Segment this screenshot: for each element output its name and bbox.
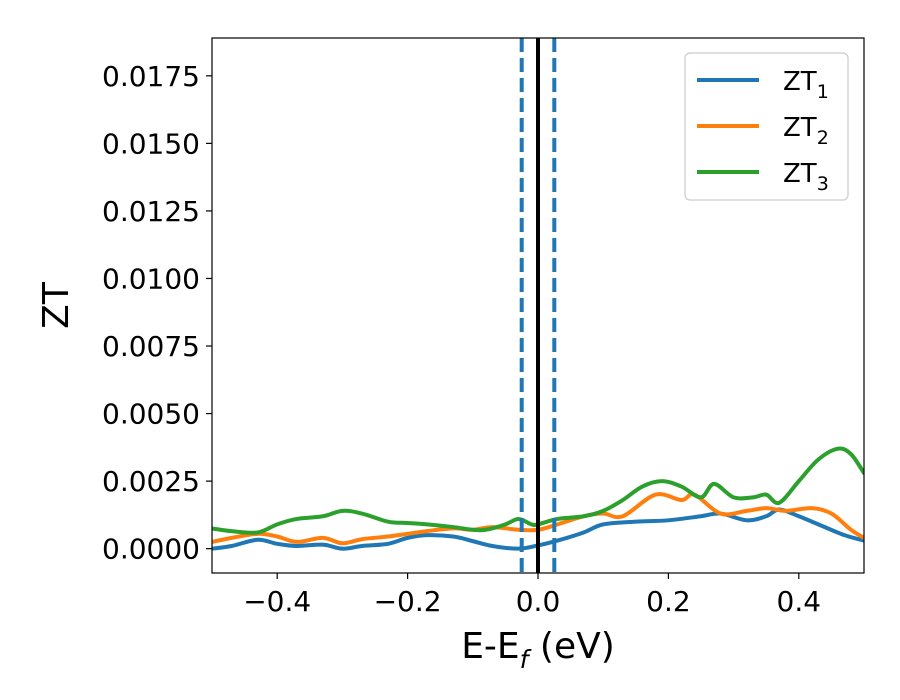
- x-tick-label: 0.4: [777, 585, 822, 618]
- y-tick-label: 0.0000: [102, 533, 200, 566]
- x-tick-label: −0.2: [374, 585, 442, 618]
- x-axis-title: E-Ef (eV): [461, 626, 615, 674]
- x-tick-label: 0.2: [646, 585, 691, 618]
- series-line-zt1: [212, 507, 864, 551]
- y-tick-label: 0.0025: [102, 465, 200, 498]
- legend-label: ZT3: [783, 159, 829, 195]
- legend-box: [684, 52, 849, 201]
- legend-label: ZT1: [783, 67, 829, 103]
- y-axis-title: ZT: [36, 281, 77, 329]
- y-tick-label: 0.0100: [102, 262, 200, 295]
- x-tick-label: 0.0: [516, 585, 561, 618]
- x-tick-label: −0.4: [243, 585, 311, 618]
- y-tick-label: 0.0050: [102, 398, 200, 431]
- y-tick-label: 0.0075: [102, 330, 200, 363]
- series-line-zt3: [212, 446, 864, 535]
- legend-label: ZT2: [783, 113, 829, 149]
- y-tick-label: 0.0125: [102, 195, 200, 228]
- y-tick-label: 0.0175: [102, 60, 200, 93]
- y-tick-label: 0.0150: [102, 127, 200, 160]
